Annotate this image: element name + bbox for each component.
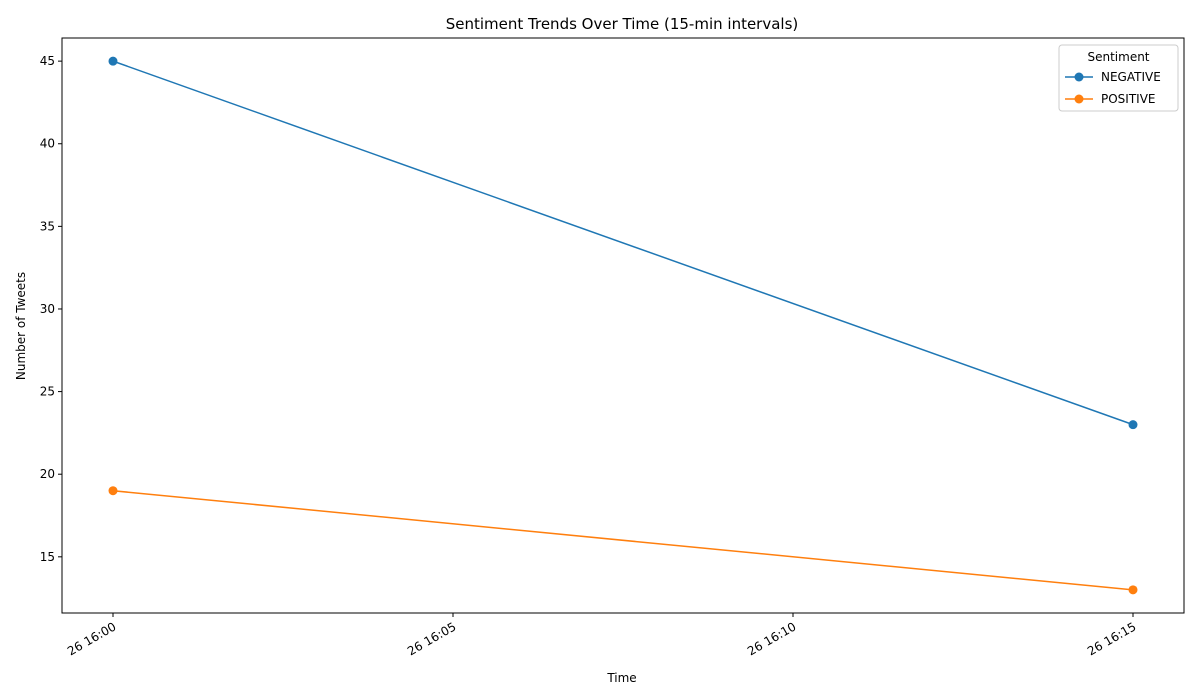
series-positive xyxy=(108,486,1138,595)
x-axis-label: Time xyxy=(606,671,636,685)
y-tick-label: 30 xyxy=(40,302,55,316)
y-axis-label: Number of Tweets xyxy=(14,272,28,380)
y-tick-label: 35 xyxy=(40,219,55,233)
legend-marker-positive xyxy=(1074,94,1084,104)
legend-title: Sentiment xyxy=(1087,50,1149,64)
legend-box xyxy=(1058,44,1179,112)
series-layer xyxy=(108,56,1138,595)
legend-label-negative: NEGATIVE xyxy=(1101,70,1161,84)
x-tick-label: 26 16:15 xyxy=(1085,619,1138,658)
x-tick-label: 26 16:05 xyxy=(405,619,458,658)
series-line-negative xyxy=(112,60,1134,426)
data-point-positive xyxy=(1128,585,1138,595)
plot-area-frame xyxy=(61,37,1185,614)
y-tick-label: 20 xyxy=(40,467,55,481)
series-negative xyxy=(108,56,1138,430)
chart-title: Sentiment Trends Over Time (15-min inter… xyxy=(446,15,799,33)
x-tick-label: 26 16:00 xyxy=(65,619,118,658)
legend-label-positive: POSITIVE xyxy=(1101,92,1156,106)
data-point-negative xyxy=(1128,420,1138,430)
y-tick-label: 45 xyxy=(40,54,55,68)
data-point-negative xyxy=(108,56,118,66)
y-tick-label: 15 xyxy=(40,550,55,564)
data-point-positive xyxy=(108,486,118,496)
legend: Sentiment NEGATIVE POSITIVE xyxy=(1058,44,1179,112)
legend-marker-negative xyxy=(1074,72,1084,82)
axis-ticks: 26 16:00 26 16:05 26 16:10 26 16:15 15 20 25 30… xyxy=(40,54,1139,658)
y-tick-label: 40 xyxy=(40,137,55,151)
series-line-positive xyxy=(112,489,1134,591)
y-tick-label: 25 xyxy=(40,385,55,399)
x-tick-label: 26 16:10 xyxy=(745,619,798,658)
